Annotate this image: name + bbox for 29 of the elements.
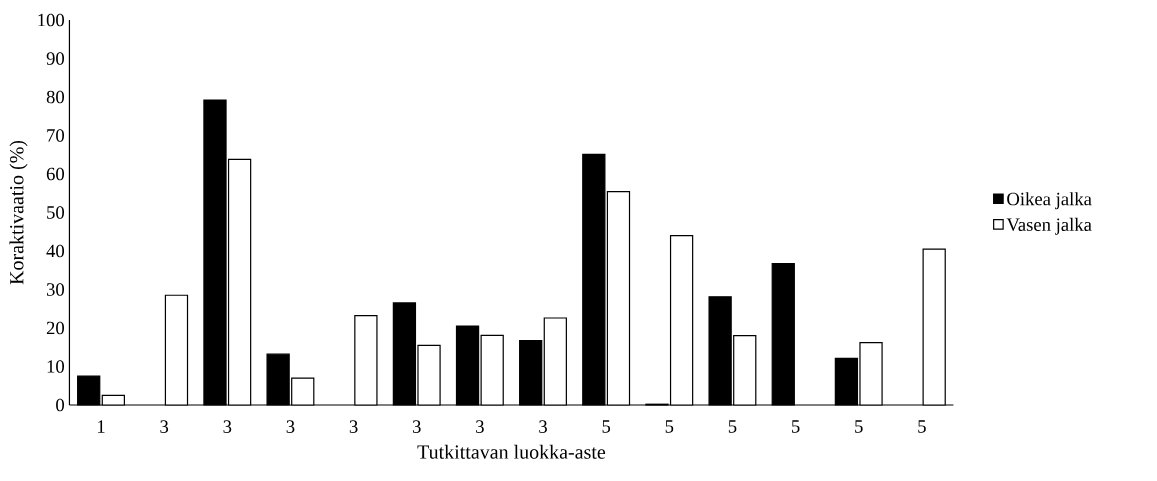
x-tick-label: 5 — [791, 420, 800, 433]
y-tick-label: 50 — [47, 206, 65, 219]
x-tick-label: 3 — [286, 420, 295, 433]
y-tick-label: 90 — [46, 52, 65, 65]
y-tick-label: 30 — [46, 283, 65, 296]
x-tick-label: 5 — [855, 420, 863, 433]
y-tick-label: 60 — [46, 167, 65, 181]
y-tick-label: 70 — [47, 129, 65, 142]
x-tick-label: 1 — [97, 420, 105, 433]
x-tick-label: 5 — [665, 420, 674, 433]
legend-label: Vasen jalka — [1006, 217, 1092, 235]
y-tick-label: 40 — [46, 244, 65, 258]
x-tick-label: 3 — [412, 420, 421, 433]
y-tick-label: 100 — [38, 13, 65, 27]
x-tick-label: 3 — [223, 420, 232, 433]
y-tick-label: 10 — [47, 360, 65, 373]
x-axis-title: Tutkittavan luokka-aste — [417, 444, 606, 459]
x-tick-label: 3 — [476, 420, 484, 433]
y-tick-label: 80 — [46, 90, 65, 104]
y-tick-label: 20 — [46, 321, 65, 335]
y-tick-label: 0 — [56, 398, 65, 412]
x-tick-label: 5 — [602, 420, 611, 433]
x-tick-label: 3 — [160, 420, 169, 433]
legend-label: Oikea jalka — [1007, 192, 1092, 210]
x-tick-label: 3 — [539, 420, 547, 433]
x-tick-label: 5 — [918, 420, 926, 433]
x-tick-label: 5 — [728, 420, 737, 433]
x-tick-label: 3 — [349, 420, 358, 433]
y-axis-title: Koraktivaatio (%) — [9, 140, 28, 285]
